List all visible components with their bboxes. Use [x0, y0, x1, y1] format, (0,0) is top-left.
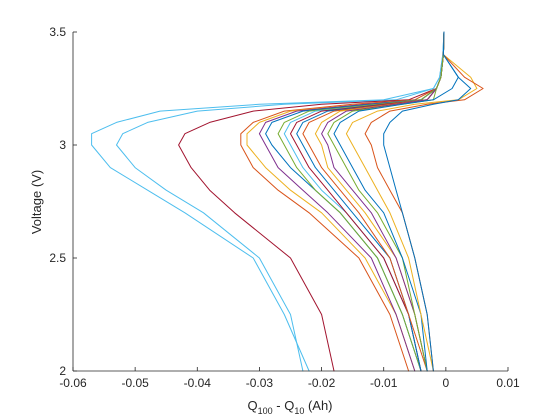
axes [72, 32, 508, 372]
x-tick-label: -0.01 [370, 376, 398, 390]
x-tick-label: 0 [443, 376, 450, 390]
x-axis-title-sub1: 100 [258, 406, 273, 416]
series-line [383, 31, 472, 372]
y-tick-label: 3.5 [49, 25, 66, 39]
x-tick-label: -0.04 [184, 376, 212, 390]
x-tick-label: -0.03 [246, 376, 274, 390]
x-tick-label: -0.05 [121, 376, 149, 390]
x-axis-title-sub2: 10 [294, 406, 304, 416]
series-layer [91, 31, 484, 372]
x-axis-title-mid: - Q [273, 398, 295, 413]
x-axis-title-q: Q [247, 398, 257, 413]
y-tick-label: 2.5 [49, 251, 66, 265]
x-axis-title-unit: (Ah) [304, 398, 332, 413]
x-ticks: -0.06 -0.05 -0.04 -0.03 -0.02 -0.01 0 0.01 [59, 367, 520, 390]
y-tick-label: 2 [59, 364, 66, 378]
x-tick-label: -0.06 [59, 376, 87, 390]
series-line [333, 31, 459, 372]
y-tick-label: 3 [59, 138, 66, 152]
series-line [327, 31, 445, 372]
x-axis-title: Q100 - Q10 (Ah) [247, 398, 332, 416]
x-tick-label: -0.02 [308, 376, 336, 390]
series-line [116, 31, 445, 372]
x-tick-label: 0.01 [496, 376, 520, 390]
y-axis-title: Voltage (V) [29, 170, 44, 234]
y-ticks: 2 2.5 3 3.5 [49, 25, 77, 378]
